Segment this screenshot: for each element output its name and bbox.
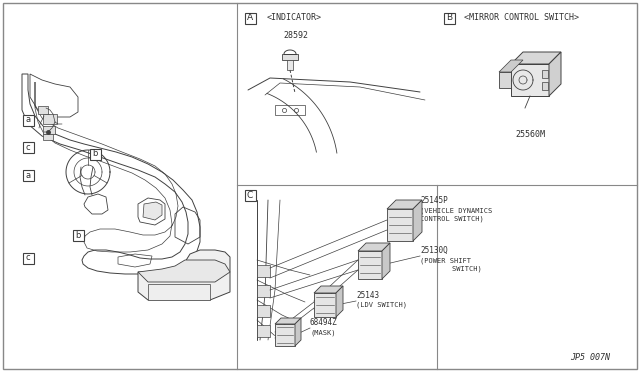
Text: 25143: 25143 <box>356 291 379 300</box>
Text: b: b <box>92 150 98 158</box>
Polygon shape <box>549 52 561 96</box>
Polygon shape <box>358 251 382 279</box>
Polygon shape <box>295 318 301 346</box>
Text: 28592: 28592 <box>284 31 308 40</box>
Polygon shape <box>387 200 422 209</box>
Polygon shape <box>43 134 53 140</box>
Text: JP5 007N: JP5 007N <box>570 353 610 362</box>
Polygon shape <box>511 64 549 96</box>
Polygon shape <box>499 60 523 72</box>
Bar <box>72 230 83 241</box>
Polygon shape <box>257 305 270 317</box>
Polygon shape <box>336 286 343 317</box>
Polygon shape <box>148 284 210 300</box>
Bar <box>22 141 33 153</box>
Polygon shape <box>38 106 48 114</box>
Polygon shape <box>257 265 270 277</box>
Text: c: c <box>26 142 30 151</box>
Polygon shape <box>43 126 55 134</box>
Bar <box>90 148 100 160</box>
Text: B: B <box>446 13 452 22</box>
Polygon shape <box>382 243 390 279</box>
Polygon shape <box>257 285 270 297</box>
Polygon shape <box>499 72 511 88</box>
Polygon shape <box>358 243 390 251</box>
Text: 68494Z: 68494Z <box>310 318 338 327</box>
Text: a: a <box>26 115 31 125</box>
Text: (VEHICLE DYNAMICS: (VEHICLE DYNAMICS <box>420 207 492 214</box>
Text: 25145P: 25145P <box>420 196 448 205</box>
Polygon shape <box>542 70 548 78</box>
Bar <box>22 253 33 263</box>
Text: a: a <box>26 170 31 180</box>
Polygon shape <box>314 286 343 293</box>
Polygon shape <box>387 209 413 241</box>
Polygon shape <box>511 52 561 64</box>
Bar <box>444 13 454 23</box>
Text: <INDICATOR>: <INDICATOR> <box>267 13 322 22</box>
Polygon shape <box>542 82 548 90</box>
Bar <box>244 189 255 201</box>
Polygon shape <box>257 325 270 337</box>
Text: C: C <box>247 190 253 199</box>
Text: A: A <box>247 13 253 22</box>
Polygon shape <box>143 202 162 220</box>
Polygon shape <box>43 114 57 124</box>
Polygon shape <box>314 293 336 317</box>
Text: (POWER SHIFT: (POWER SHIFT <box>420 257 471 263</box>
Polygon shape <box>275 318 301 324</box>
Text: b: b <box>76 231 81 240</box>
Text: SWITCH): SWITCH) <box>435 266 482 273</box>
Text: CONTROL SWITCH): CONTROL SWITCH) <box>420 216 484 222</box>
Polygon shape <box>138 250 230 300</box>
Text: 25560M: 25560M <box>515 130 545 139</box>
Polygon shape <box>413 200 422 241</box>
Text: (MASK): (MASK) <box>310 329 335 336</box>
Bar <box>22 115 33 125</box>
Polygon shape <box>275 324 295 346</box>
Polygon shape <box>282 54 298 60</box>
Text: 25130Q: 25130Q <box>420 246 448 255</box>
Text: (LDV SWITCH): (LDV SWITCH) <box>356 302 407 308</box>
Polygon shape <box>287 60 293 70</box>
Text: <MIRROR CONTROL SWITCH>: <MIRROR CONTROL SWITCH> <box>464 13 579 22</box>
Bar <box>22 170 33 180</box>
Polygon shape <box>138 260 230 282</box>
Text: c: c <box>26 253 30 263</box>
Bar <box>244 13 255 23</box>
